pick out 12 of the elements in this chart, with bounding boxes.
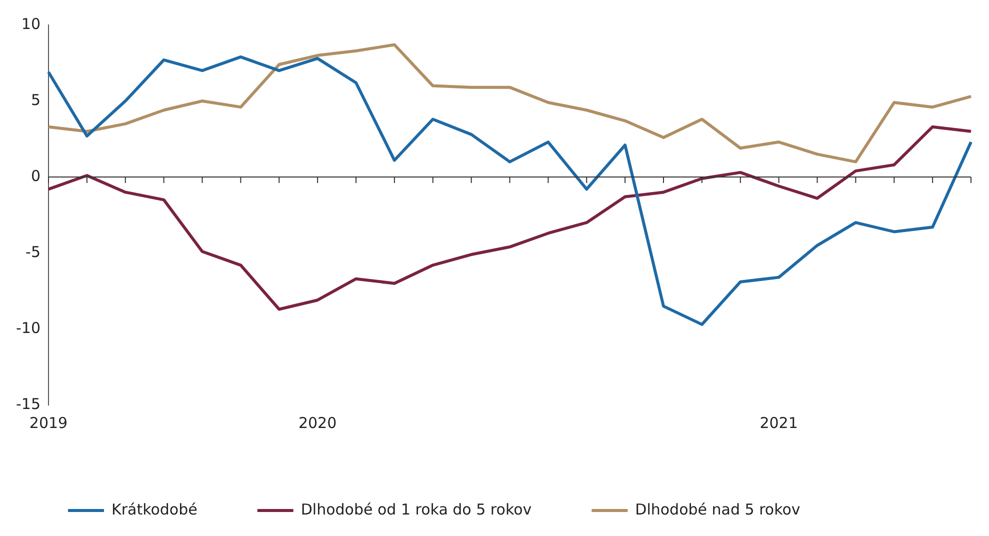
- legend-label: Dlhodobé od 1 roka do 5 rokov: [300, 500, 532, 518]
- y-tick-label: 0: [30, 166, 40, 185]
- y-tick-label: 5: [30, 90, 40, 109]
- x-tick-label: 2021: [760, 414, 798, 432]
- x-tick-label: 2020: [298, 414, 337, 432]
- y-tick-label: 10: [21, 14, 40, 33]
- y-tick-label: -5: [26, 242, 40, 261]
- y-tick-label: -10: [16, 318, 40, 337]
- x-tick-label: 2019: [29, 414, 68, 432]
- legend-label: Krátkodobé: [112, 500, 198, 518]
- legend-label: Dlhodobé nad 5 rokov: [635, 500, 800, 518]
- y-tick-label: -15: [16, 394, 40, 413]
